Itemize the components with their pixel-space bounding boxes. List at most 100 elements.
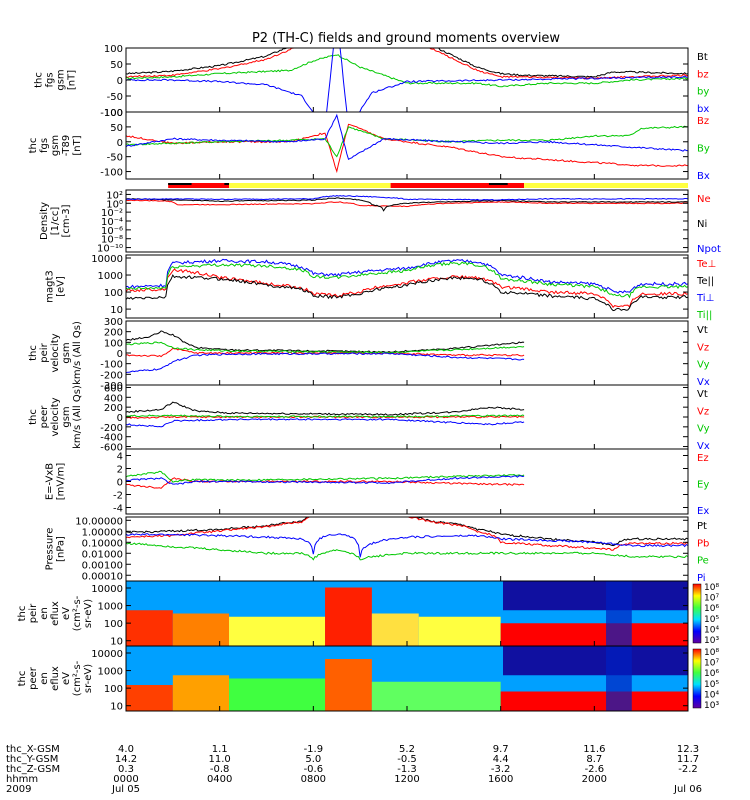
ytick-label: 10⁻⁸ (101, 235, 123, 246)
ytick-label: 0.01000 (82, 549, 123, 560)
ylabel-line: E=-VxB (45, 463, 56, 500)
ylabel-line: gsm (61, 406, 72, 427)
ytick-label: 100 (104, 288, 123, 299)
ylabel-line: thc (17, 606, 28, 622)
legend-Ez: Ez (697, 453, 709, 464)
heatmap-band (325, 659, 372, 711)
legend-Vx: Vx (697, 441, 710, 452)
colorbar-label: 10⁸ (704, 648, 719, 658)
ylabel-line: [mV/m] (56, 463, 67, 501)
series-line-Bx (126, 113, 688, 161)
ytick-label: 10 (110, 637, 123, 648)
ytick-label: 10000 (91, 649, 123, 660)
ytick-label: -100 (100, 168, 123, 179)
mode-mark (224, 183, 230, 185)
ytick-label: 10⁰ (106, 199, 123, 210)
ylabel-line: thc (28, 345, 39, 361)
hhmm-value: 0000 (113, 774, 138, 785)
series-line-Ey (126, 470, 525, 483)
hhmm-value: 1200 (394, 774, 419, 785)
ylabel-line: km/s (All Qs) (72, 321, 83, 385)
legend-Pi: Pi (697, 573, 706, 584)
legend-Pe: Pe (697, 556, 709, 567)
y-gsm-value: -0.5 (397, 754, 417, 765)
ytick-label: 100 (104, 619, 123, 630)
colorbar-label: 10⁶ (704, 604, 719, 614)
panel-temp: Te⊥ Te|| Ti⊥ Ti|| 10000 1000 100 10 magt3[eV] (45, 254, 717, 321)
series-line-Pi (126, 533, 688, 558)
legend-Ex: Ex (697, 506, 709, 517)
panel-frame (125, 516, 689, 582)
time-row-label: 2009 (6, 784, 31, 795)
ytick-label: 300 (104, 317, 123, 328)
colorbar-label: 10⁴ (704, 690, 719, 700)
ylabel-line: peir (28, 603, 39, 623)
colorbar-label: 10⁵ (704, 615, 719, 625)
z-gsm-value: -2.2 (678, 764, 698, 775)
ylabel-line: thc (28, 138, 39, 154)
colorbar (692, 648, 702, 709)
ylabel-line: gsm (56, 69, 67, 90)
ytick-label: 2 (117, 465, 123, 476)
ylabel-temp: magt3[eV] (45, 270, 67, 303)
ylabel-line: km/s (All Qs) (72, 385, 83, 449)
ytick-label: -600 (100, 443, 123, 454)
heatmap-band (418, 616, 501, 646)
ylabel-pressure: Pressure[nPa] (45, 528, 67, 571)
colorbar (692, 583, 702, 644)
ytick-label: 0 (117, 478, 123, 489)
ytick-label: 0 (117, 413, 123, 424)
legend-Te||: Te|| (696, 276, 714, 287)
ytick-label: 10⁻⁴ (101, 217, 123, 228)
y-gsm-value: 4.4 (493, 754, 509, 765)
y-gsm-value: 5.0 (305, 754, 321, 765)
ylabel-line: gsm (50, 135, 61, 156)
z-gsm-value: -3.2 (491, 764, 511, 775)
ytick-label: -300 (100, 381, 123, 392)
ytick-label: 200 (104, 403, 123, 414)
ylabel-line: thc (34, 72, 45, 88)
ytick-label: 100 (104, 338, 123, 349)
z-gsm-value: -1.3 (397, 764, 417, 775)
mode-segment (524, 183, 688, 188)
time-row-label: thc_Z-GSM (6, 764, 60, 775)
ytick-label: 0 (117, 76, 123, 87)
ylabel-line: eflux (50, 666, 61, 691)
legend-Vt: Vt (697, 325, 708, 336)
ylabel-line: peer (28, 666, 39, 690)
ylabel-line: en (39, 607, 50, 620)
colorbar-label: 10⁴ (704, 625, 719, 635)
x-gsm-value: 5.2 (399, 744, 415, 755)
ytick-label: 600 (104, 383, 123, 394)
ylabel-line: velocity (50, 333, 61, 372)
ytick-label: -50 (107, 92, 123, 103)
ytick-label: 10000 (91, 584, 123, 595)
legend-Vx: Vx (697, 377, 710, 388)
ytick-label: 10⁻² (101, 208, 123, 219)
series-line-bx (126, 48, 688, 112)
time-row-label: thc_X-GSM (6, 744, 60, 755)
legend-Ti||: Ti|| (696, 310, 712, 321)
mode-bar (168, 183, 688, 188)
legend-Te⊥: Te⊥ (696, 259, 716, 270)
legend-Bz: Bz (697, 116, 709, 127)
ylabel-peer_v: thcpeervelocitygsmkm/s (All Qs) (28, 385, 83, 449)
time-row-label: thc_Y-GSM (6, 754, 58, 765)
legend-Npot: Npot (697, 244, 721, 255)
heatmap-band (500, 623, 688, 646)
ylabel-line: en (39, 672, 50, 685)
series-line-Ti|| (126, 261, 688, 299)
legend-Ni: Ni (697, 219, 707, 230)
heatmap-gap (606, 581, 632, 646)
ylabel-fgs_t89: thcfgsgsm-T89[nT] (28, 135, 83, 157)
ytick-label: 50 (110, 60, 123, 71)
series-line-Ti⊥ (126, 258, 688, 294)
ytick-label: 10 (110, 702, 123, 713)
z-gsm-value: -2.6 (585, 764, 605, 775)
x-gsm-value: 1.1 (212, 744, 228, 755)
ytick-label: -100 (100, 108, 123, 119)
panel-efield: Ez Ey Ex 4 2 0 -2 -4 E=-VxB[mV/m] (45, 448, 709, 517)
ytick-label: 0.00100 (82, 560, 123, 571)
ylabel-line: -T89 (61, 135, 72, 157)
